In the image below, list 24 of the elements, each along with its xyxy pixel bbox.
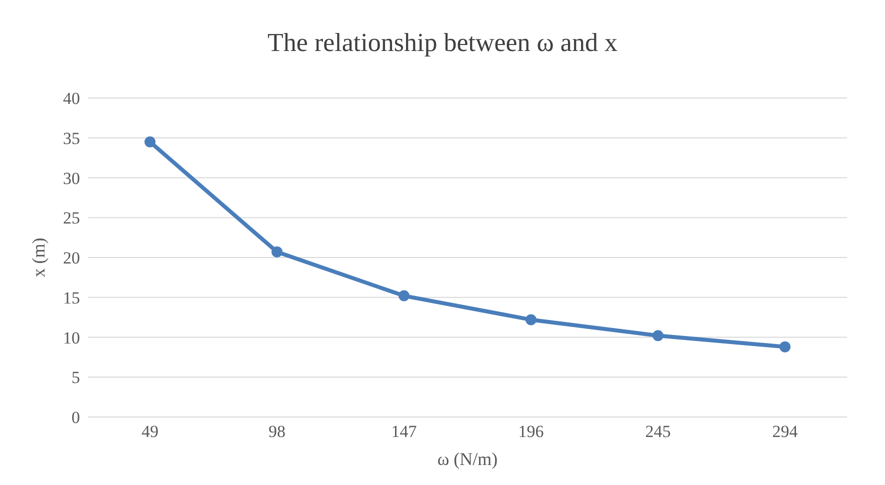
x-tick-label: 49 xyxy=(142,422,158,442)
point xyxy=(652,330,664,342)
y-tick-label: 15 xyxy=(63,288,80,308)
point xyxy=(398,290,410,302)
y-tick-label: 40 xyxy=(63,89,80,108)
y-tick-label: 35 xyxy=(63,128,80,148)
x-tick-label: 196 xyxy=(518,422,544,442)
x-tick-label: 98 xyxy=(268,422,286,442)
point xyxy=(144,136,156,148)
x-tick-label: 147 xyxy=(391,422,418,442)
point xyxy=(272,246,282,258)
chart-title: The relationship between ω and x xyxy=(266,28,618,58)
y-tick-label: 10 xyxy=(63,328,80,348)
x-tick-label: 245 xyxy=(645,422,671,442)
y-tick-label: 25 xyxy=(63,208,80,228)
y-tick-label: 20 xyxy=(63,248,80,268)
y-tick-label: 0 xyxy=(72,408,80,428)
x-tick-label: 294 xyxy=(772,422,798,442)
y-tick-label: 5 xyxy=(72,368,80,388)
x-axis-title: ω (N/m) xyxy=(437,449,498,469)
y-tick-label: 30 xyxy=(63,168,80,188)
point xyxy=(526,314,536,326)
point xyxy=(780,341,790,352)
y-axis-title: x (m) xyxy=(28,238,48,278)
